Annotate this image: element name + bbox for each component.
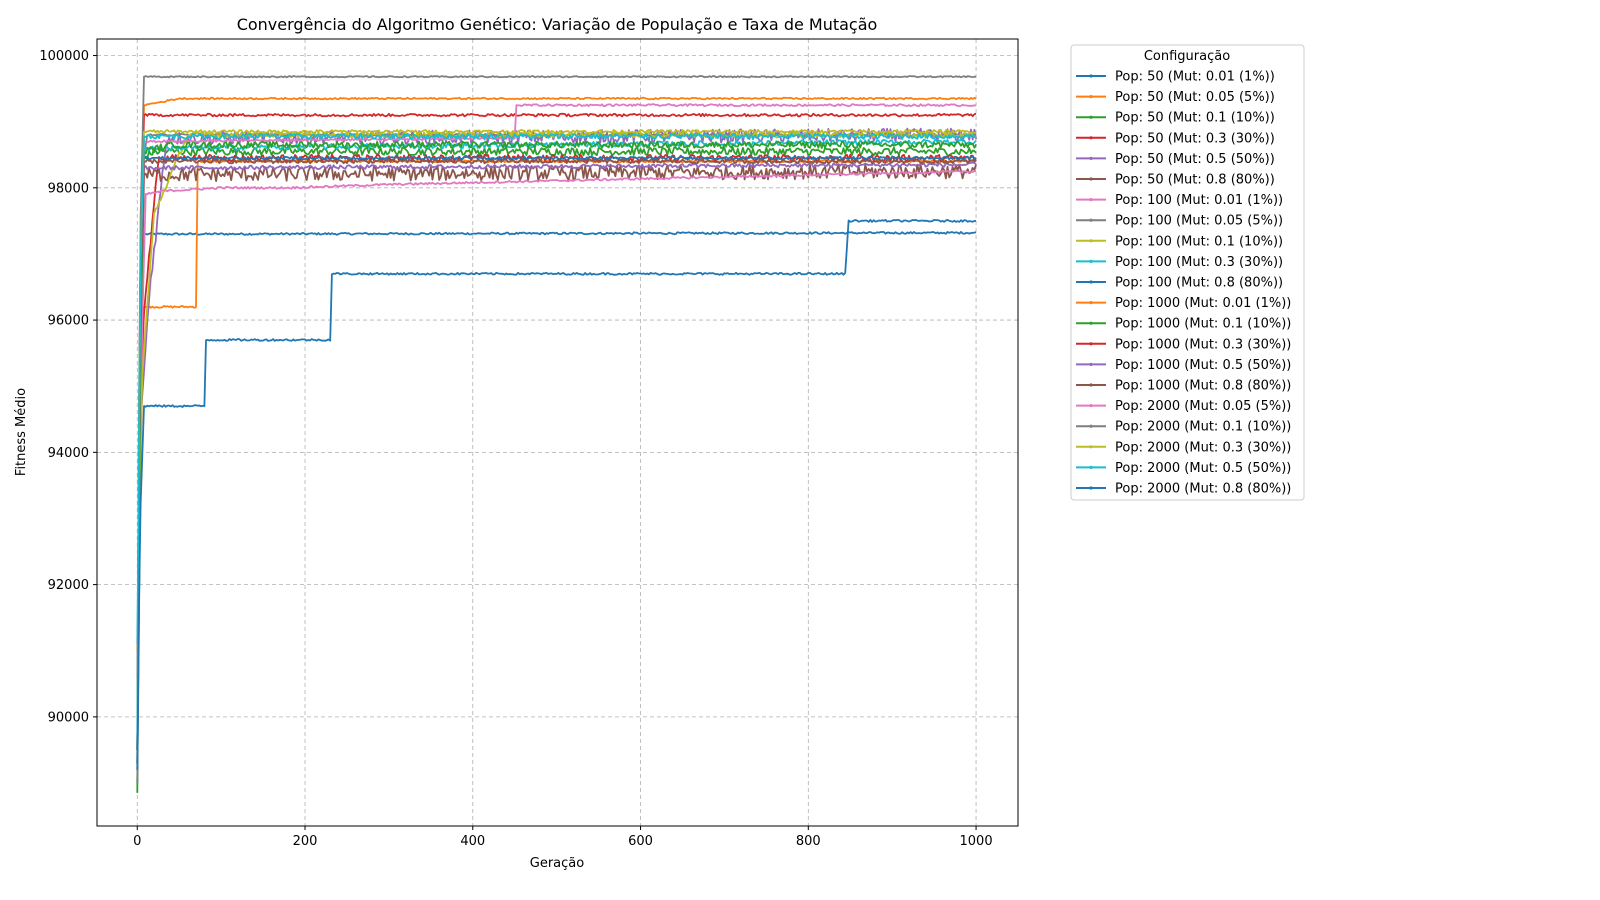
- legend-marker: [1089, 342, 1093, 346]
- legend-label: Pop: 50 (Mut: 0.3 (30%)): [1115, 131, 1275, 146]
- legend-label: Pop: 100 (Mut: 0.8 (80%)): [1115, 276, 1283, 291]
- series-line-14: [136, 112, 977, 750]
- legend-label: Pop: 1000 (Mut: 0.1 (10%)): [1115, 317, 1291, 332]
- legend-label: Pop: 50 (Mut: 0.1 (10%)): [1115, 111, 1275, 126]
- grid-lines: [97, 39, 1018, 826]
- legend-marker: [1089, 404, 1093, 408]
- series-line-1: [136, 231, 977, 784]
- y-axis-label: Fitness Médio: [14, 388, 29, 476]
- y-tick-label: 98000: [48, 181, 89, 196]
- legend: Configuração Pop: 50 (Mut: 0.01 (1%)) Pop…: [1070, 44, 1305, 501]
- legend-marker: [1089, 136, 1093, 140]
- legend-label: Pop: 1000 (Mut: 0.01 (1%)): [1115, 296, 1291, 311]
- legend-label: Pop: 50 (Mut: 0.05 (5%)): [1115, 90, 1275, 105]
- legend-marker: [1089, 301, 1093, 305]
- y-tick-label: 94000: [48, 446, 89, 461]
- legend-title: Configuração: [1144, 49, 1230, 64]
- y-tick-label: 92000: [48, 578, 89, 593]
- legend-label: Pop: 100 (Mut: 0.1 (10%)): [1115, 234, 1283, 249]
- chart-title: Convergência do Algoritmo Genético: Vari…: [237, 15, 878, 34]
- legend-box: [1070, 44, 1305, 501]
- series-line-9: [136, 131, 977, 651]
- x-tick-label: 200: [293, 834, 318, 849]
- series-line-2: [136, 159, 977, 750]
- legend-marker: [1089, 445, 1093, 449]
- plot-frame: [96, 38, 1019, 827]
- legend-label: Pop: 50 (Mut: 0.01 (1%)): [1115, 70, 1275, 85]
- series-line-10: [136, 138, 977, 645]
- legend-label: Pop: 50 (Mut: 0.8 (80%)): [1115, 173, 1275, 188]
- legend-marker: [1089, 383, 1093, 387]
- legend-label: Pop: 100 (Mut: 0.05 (5%)): [1115, 214, 1283, 229]
- series-line-8: [136, 133, 977, 784]
- legend-label: Pop: 2000 (Mut: 0.5 (50%)): [1115, 461, 1291, 476]
- legend-label: Pop: 1000 (Mut: 0.3 (30%)): [1115, 337, 1291, 352]
- series-line-17: [136, 103, 977, 731]
- series-line-18: [136, 75, 977, 750]
- series-line-11: [136, 155, 977, 764]
- x-tick-label: 800: [796, 834, 821, 849]
- series-line-20: [136, 132, 977, 750]
- series-line-5: [136, 127, 977, 770]
- legend-marker: [1089, 177, 1093, 181]
- legend-marker: [1089, 74, 1093, 78]
- legend-marker: [1089, 362, 1093, 366]
- x-tick-label: 600: [628, 834, 653, 849]
- series-line-19: [136, 129, 977, 750]
- legend-marker: [1089, 280, 1093, 284]
- y-tick-label: 100000: [39, 49, 89, 64]
- legend-label: Pop: 2000 (Mut: 0.05 (5%)): [1115, 399, 1291, 414]
- legend-marker: [1089, 321, 1093, 325]
- legend-label: Pop: 100 (Mut: 0.01 (1%)): [1115, 193, 1283, 208]
- legend-marker: [1089, 239, 1093, 243]
- legend-label: Pop: 2000 (Mut: 0.8 (80%)): [1115, 482, 1291, 497]
- legend-label: Pop: 1000 (Mut: 0.8 (80%)): [1115, 379, 1291, 394]
- series-line-15: [136, 161, 977, 750]
- legend-marker: [1089, 259, 1093, 263]
- legend-marker: [1089, 115, 1093, 119]
- legend-marker: [1089, 95, 1093, 99]
- series-line-7: [136, 169, 977, 678]
- legend-marker: [1089, 486, 1093, 490]
- x-axis-label: Geração: [530, 856, 584, 871]
- legend-label: Pop: 50 (Mut: 0.5 (50%)): [1115, 152, 1275, 167]
- y-tick-label: 96000: [48, 314, 89, 329]
- series-line-16: [136, 158, 977, 750]
- x-tick-label: 1000: [960, 834, 993, 849]
- x-tick-label: 400: [460, 834, 485, 849]
- series-line-13: [136, 140, 977, 764]
- series-line-21: [136, 219, 977, 770]
- legend-label: Pop: 1000 (Mut: 0.5 (50%)): [1115, 358, 1291, 373]
- series-line-6: [136, 163, 977, 764]
- legend-marker: [1089, 218, 1093, 222]
- legend-marker: [1089, 424, 1093, 428]
- x-tick-label: 0: [133, 834, 141, 849]
- series-line-3: [136, 146, 977, 793]
- axis-ticks: 0 200 400 600 800 1000 90000 92000 94000 96000 980…: [39, 49, 992, 849]
- legend-label: Pop: 2000 (Mut: 0.3 (30%)): [1115, 440, 1291, 455]
- series-line-4: [136, 153, 977, 750]
- legend-marker: [1089, 156, 1093, 160]
- legend-label: Pop: 2000 (Mut: 0.1 (10%)): [1115, 420, 1291, 435]
- legend-marker: [1089, 465, 1093, 469]
- y-tick-label: 90000: [48, 710, 89, 725]
- legend-label: Pop: 100 (Mut: 0.3 (30%)): [1115, 255, 1283, 270]
- legend-marker: [1089, 198, 1093, 202]
- plot-lines: [136, 75, 977, 793]
- series-line-12: [136, 96, 977, 750]
